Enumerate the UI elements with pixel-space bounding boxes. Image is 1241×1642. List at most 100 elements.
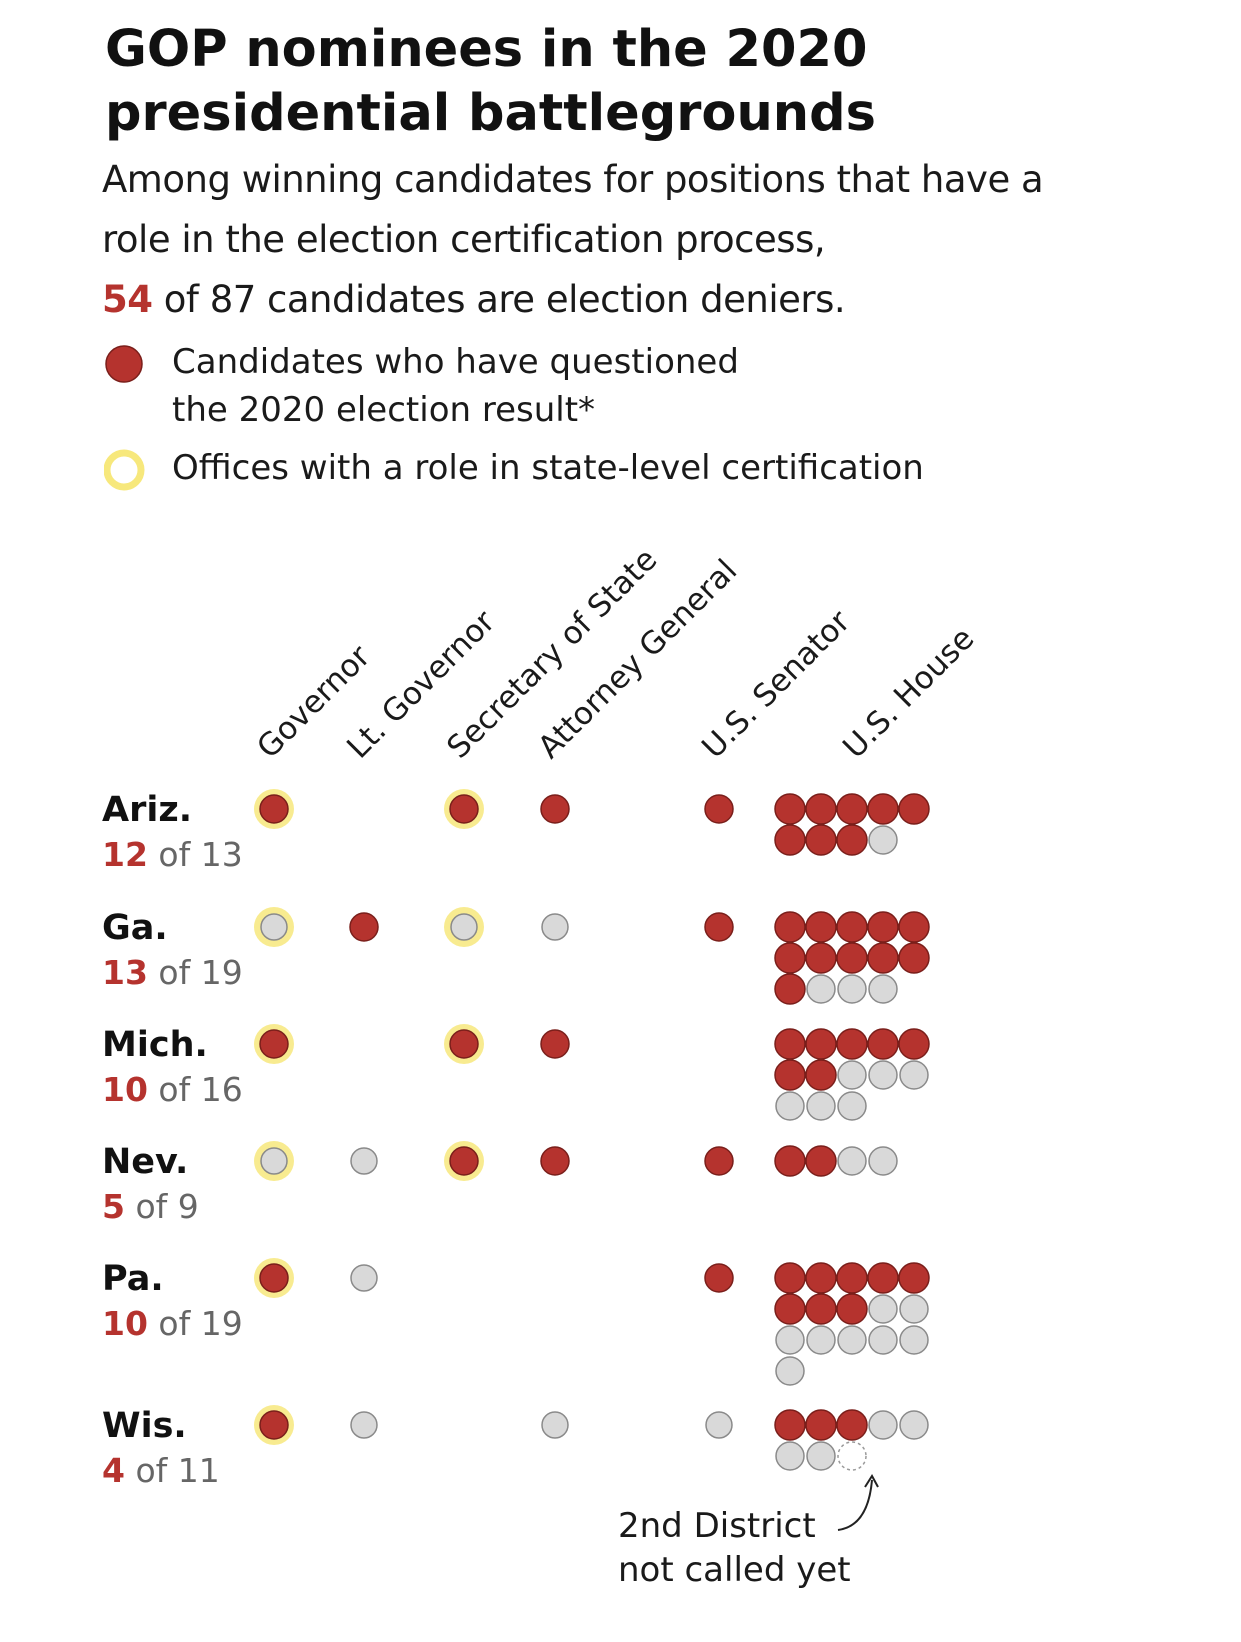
state-total-text: of 13 xyxy=(148,835,243,874)
house-dot-mich-8 xyxy=(868,1060,898,1090)
house-dot-nev-2 xyxy=(837,1146,867,1176)
office-dot-ariz-governor xyxy=(259,794,289,824)
office-dot-ariz-secretary-of-state xyxy=(449,794,479,824)
office-dot-wis-governor xyxy=(259,1410,289,1440)
state-denier-count: 4 xyxy=(102,1451,125,1490)
house-dot-ga-5 xyxy=(774,942,806,974)
state-total-text: of 11 xyxy=(125,1451,220,1490)
state-label-ga: Ga. xyxy=(102,908,168,948)
house-dot-pa-13 xyxy=(868,1325,898,1355)
state-denier-count: 13 xyxy=(102,953,148,992)
house-dot-ga-13 xyxy=(868,974,898,1004)
state-total-text: of 9 xyxy=(125,1187,199,1226)
house-dot-ga-1 xyxy=(805,911,837,943)
house-dot-ariz-7 xyxy=(836,824,868,856)
office-dot-nev-attorney-general xyxy=(540,1146,570,1176)
office-dot-mich-governor xyxy=(259,1029,289,1059)
house-dot-ariz-3 xyxy=(867,793,899,825)
office-dot-pa-governor xyxy=(259,1263,289,1293)
office-dot-ga-governor xyxy=(260,913,288,941)
house-dot-ga-6 xyxy=(805,942,837,974)
house-dot-mich-11 xyxy=(806,1091,836,1121)
chart-title: GOP nominees in the 2020 presidential ba… xyxy=(105,20,876,143)
chart-subtitle: Among winning candidates for positions t… xyxy=(102,150,1122,330)
house-dot-pa-3 xyxy=(867,1262,899,1294)
office-dot-wis-u-s-senator xyxy=(705,1411,733,1439)
house-dot-pa-4 xyxy=(898,1262,930,1294)
office-dot-pa-u-s-senator xyxy=(704,1263,734,1293)
subtitle-highlight-count: 54 xyxy=(102,278,153,321)
house-dot-wis-3 xyxy=(868,1410,898,1440)
house-dot-mich-5 xyxy=(774,1059,806,1091)
office-dot-mich-attorney-general xyxy=(540,1029,570,1059)
house-dot-pa-1 xyxy=(805,1262,837,1294)
house-dot-wis-2 xyxy=(836,1409,868,1441)
state-count-ariz: 12 of 13 xyxy=(102,835,243,874)
house-dot-ga-0 xyxy=(774,911,806,943)
state-count-mich: 10 of 16 xyxy=(102,1070,243,1109)
red-dot-icon xyxy=(105,345,143,383)
house-dot-ariz-5 xyxy=(774,824,806,856)
office-dot-ariz-attorney-general xyxy=(540,794,570,824)
house-dot-mich-3 xyxy=(867,1028,899,1060)
legend-label-certifier: Offices with a role in state-level certi… xyxy=(172,448,924,488)
office-dot-wis-attorney-general xyxy=(541,1411,569,1439)
state-denier-count: 10 xyxy=(102,1304,148,1343)
house-dot-wis-6 xyxy=(806,1441,836,1471)
column-label-u-s-senator: U.S. Senator xyxy=(695,603,857,765)
house-dot-ga-11 xyxy=(806,974,836,1004)
house-dot-mich-10 xyxy=(775,1091,805,1121)
house-dot-ariz-4 xyxy=(898,793,930,825)
annotation-text-line-2: not called yet xyxy=(618,1550,851,1590)
state-label-wis: Wis. xyxy=(102,1406,187,1446)
house-dot-pa-2 xyxy=(836,1262,868,1294)
legend-label-denier: Candidates who have questioned the 2020 … xyxy=(172,342,739,430)
office-dot-ga-secretary-of-state xyxy=(450,913,478,941)
house-dot-ga-7 xyxy=(836,942,868,974)
house-dot-nev-3 xyxy=(868,1146,898,1176)
annotation-arrowhead xyxy=(864,1474,879,1488)
house-dot-pa-10 xyxy=(775,1325,805,1355)
house-dot-pa-0 xyxy=(774,1262,806,1294)
house-dot-pending-wis xyxy=(837,1441,867,1471)
house-dot-pa-5 xyxy=(774,1293,806,1325)
house-dot-mich-2 xyxy=(836,1028,868,1060)
house-dot-mich-9 xyxy=(899,1060,929,1090)
state-label-mich: Mich. xyxy=(102,1025,208,1065)
house-dot-wis-1 xyxy=(805,1409,837,1441)
house-dot-ga-4 xyxy=(898,911,930,943)
subtitle-lead: Among winning candidates for positions t… xyxy=(102,158,1044,261)
state-total-text: of 19 xyxy=(148,953,243,992)
office-dot-nev-u-s-senator xyxy=(704,1146,734,1176)
state-count-ga: 13 of 19 xyxy=(102,953,243,992)
house-dot-ga-9 xyxy=(898,942,930,974)
state-count-pa: 10 of 19 xyxy=(102,1304,243,1343)
house-dot-pa-6 xyxy=(805,1293,837,1325)
subtitle-rest: of 87 candidates are election deniers. xyxy=(163,278,846,321)
state-denier-count: 12 xyxy=(102,835,148,874)
house-dot-wis-4 xyxy=(899,1410,929,1440)
house-dot-pa-14 xyxy=(899,1325,929,1355)
office-dot-ga-u-s-senator xyxy=(704,912,734,942)
house-dot-pa-11 xyxy=(806,1325,836,1355)
state-label-ariz: Ariz. xyxy=(102,790,192,830)
office-dot-pa-lt-governor xyxy=(350,1264,378,1292)
column-label-u-s-house: U.S. House xyxy=(836,621,981,766)
house-dot-ariz-1 xyxy=(805,793,837,825)
office-dot-wis-lt-governor xyxy=(350,1411,378,1439)
house-dot-ariz-2 xyxy=(836,793,868,825)
state-denier-count: 5 xyxy=(102,1187,125,1226)
annotation-text-line-1: 2nd District xyxy=(618,1506,816,1546)
office-dot-mich-secretary-of-state xyxy=(449,1029,479,1059)
house-dot-ariz-6 xyxy=(805,824,837,856)
house-dot-nev-1 xyxy=(805,1145,837,1177)
house-dot-pa-8 xyxy=(868,1294,898,1324)
office-dot-ariz-u-s-senator xyxy=(704,794,734,824)
house-dot-ga-10 xyxy=(774,973,806,1005)
house-dot-ga-2 xyxy=(836,911,868,943)
house-dot-mich-4 xyxy=(898,1028,930,1060)
house-dot-mich-12 xyxy=(837,1091,867,1121)
state-total-text: of 19 xyxy=(148,1304,243,1343)
house-dot-nev-0 xyxy=(774,1145,806,1177)
